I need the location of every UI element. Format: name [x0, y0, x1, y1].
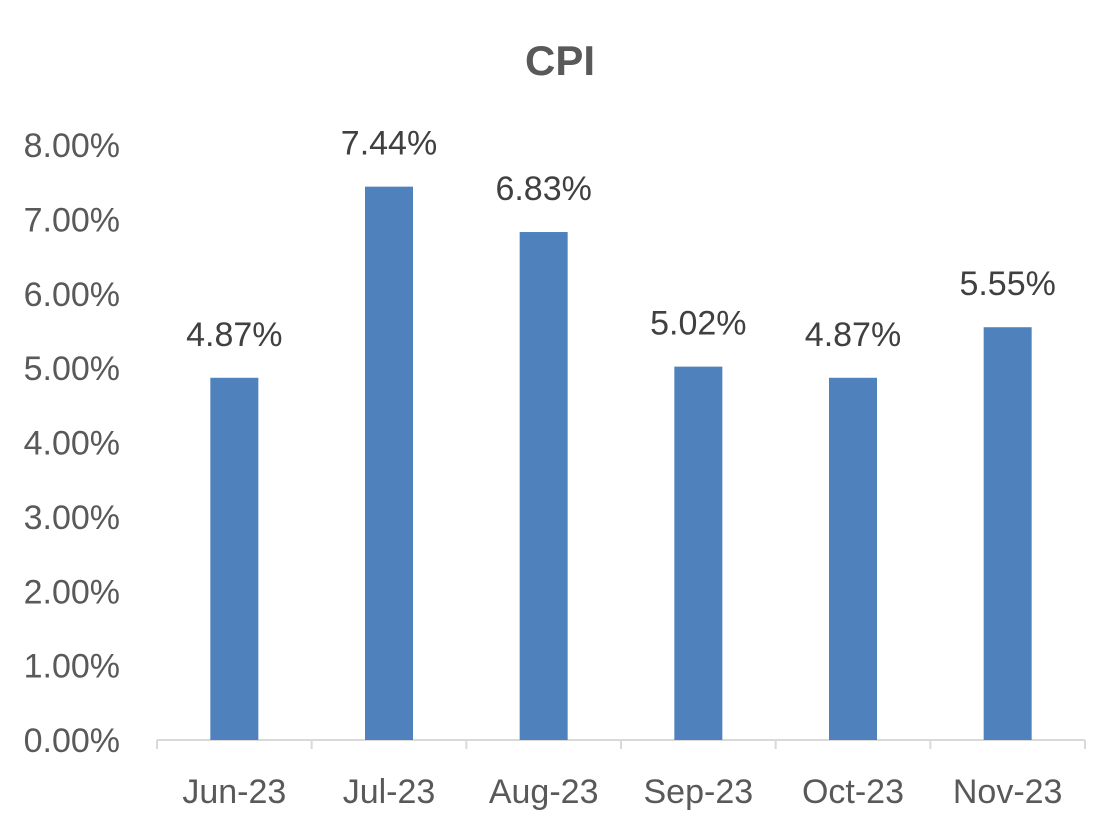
bar-data-label: 4.87% — [805, 316, 901, 354]
y-tick-label: 6.00% — [24, 276, 120, 314]
x-tick-label: Jul-23 — [343, 773, 436, 811]
bar — [210, 377, 259, 740]
y-tick-label: 2.00% — [24, 573, 120, 611]
bar — [365, 186, 413, 740]
bar-data-label: 5.02% — [650, 305, 746, 343]
bar — [983, 327, 1032, 740]
y-tick-label: 7.00% — [24, 201, 120, 239]
bar — [829, 377, 877, 740]
data-labels: 4.87% 7.44% 6.83% 5.02% 4.87% 5.55% — [186, 125, 1056, 354]
y-tick-label: 0.00% — [24, 722, 120, 760]
x-axis — [156, 739, 1086, 749]
bar — [674, 366, 723, 740]
y-tick-label: 5.00% — [24, 350, 120, 388]
x-tick-label: Sep-23 — [644, 773, 754, 811]
y-tick-label: 3.00% — [24, 499, 120, 537]
chart-title: CPI — [525, 37, 595, 84]
x-tick-label: Jun-23 — [182, 773, 286, 811]
bar-data-label: 5.55% — [959, 265, 1055, 303]
bar-data-label: 7.44% — [341, 125, 437, 163]
bar-data-label: 4.87% — [186, 316, 282, 354]
y-axis-labels: 0.00% 1.00% 2.00% 3.00% 4.00% 5.00% 6.00% 7.00%… — [24, 127, 120, 760]
bars — [210, 186, 1032, 741]
x-tick-label: Aug-23 — [489, 773, 599, 811]
bar-data-label: 6.83% — [495, 170, 591, 208]
y-tick-label: 4.00% — [24, 425, 120, 463]
x-tick-label: Nov-23 — [953, 773, 1063, 811]
x-tick-label: Oct-23 — [802, 773, 904, 811]
y-tick-label: 1.00% — [24, 648, 120, 686]
bar — [519, 232, 568, 741]
y-tick-label: 8.00% — [24, 127, 120, 165]
x-axis-labels: Jun-23 Jul-23 Aug-23 Sep-23 Oct-23 Nov-23 — [182, 773, 1062, 811]
